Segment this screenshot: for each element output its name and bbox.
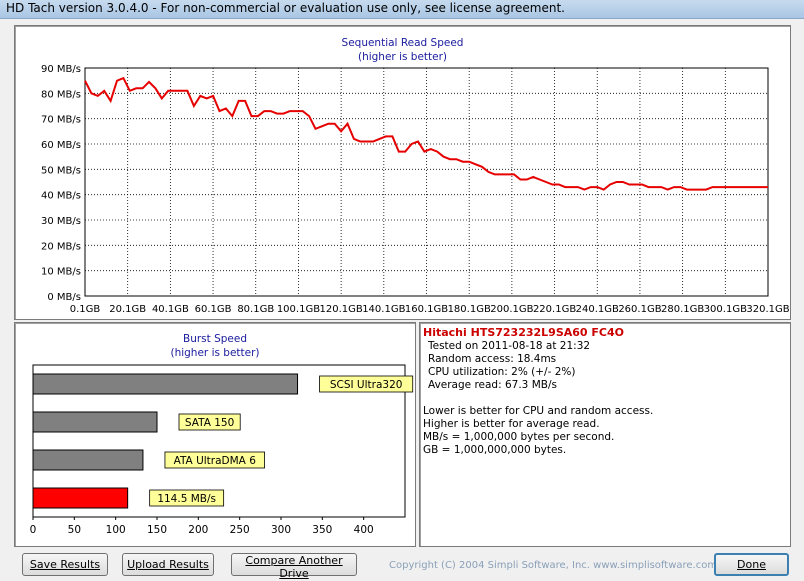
bar-label-box — [149, 489, 225, 507]
bar-label: 114.5 MB/s — [157, 493, 216, 505]
note-line: Lower is better for CPU and random acces… — [423, 405, 654, 417]
x-tick-label: 160.1GB — [405, 304, 448, 315]
x-tick-label: 240.1GB — [576, 304, 619, 315]
burst-tick-label: 300 — [271, 524, 291, 536]
random-access: Random access: 18.4ms — [428, 353, 557, 365]
x-tick-label: 260.1GB — [618, 304, 661, 315]
done-label: Done — [737, 558, 766, 571]
x-tick-label: 0.1GB — [70, 304, 101, 315]
burst-speed-chart: 0 50 100 150 200 250 300 350 400 SCSI Ultra320 SAT… — [30, 364, 414, 536]
y-tick-label: 60 MB/s — [41, 140, 81, 151]
x-tick-label: 40.1GB — [152, 304, 189, 315]
y-tick-label: 40 MB/s — [41, 191, 81, 202]
y-tick-label: 10 MB/s — [41, 267, 81, 278]
done-button[interactable]: Done — [714, 553, 789, 576]
burst-tick-label: 150 — [147, 524, 167, 536]
burst-bar — [32, 411, 158, 433]
x-tick-label: 280.1GB — [661, 304, 704, 315]
burst-chart-title: Burst Speed — [182, 333, 247, 345]
burst-tick-label: 100 — [106, 524, 126, 536]
x-tick-label: 200.1GB — [490, 304, 533, 315]
burst-tick-label: 250 — [230, 524, 250, 536]
burst-tick-label: 400 — [354, 524, 374, 536]
bar-label-box — [319, 375, 414, 393]
sequential-chart-subtitle: (higher is better) — [357, 51, 448, 63]
bar-label: SATA 150 — [185, 417, 234, 429]
cpu-utilization: CPU utilization: 2% (+/- 2%) — [428, 366, 576, 378]
y-tick-label: 70 MB/s — [41, 115, 81, 126]
bar-label: SCSI Ultra320 — [330, 379, 403, 391]
x-tick-label: 20.1GB — [109, 304, 146, 315]
bar-label-box — [164, 451, 265, 469]
burst-tick-label: 350 — [312, 524, 332, 536]
save-results-button[interactable]: Save Results — [22, 553, 108, 576]
bar-label: ATA UltraDMA 6 — [174, 455, 257, 467]
x-tick-label: 220.1GB — [533, 304, 576, 315]
upload-results-label: Upload Results — [127, 558, 209, 571]
drive-info-panel: Hitachi HTS723232L9SA60 FC4O Tested on 2… — [419, 322, 791, 547]
sequential-read-panel: Sequential Read Speed (higher is better)… — [14, 25, 791, 320]
y-tick-label: 30 MB/s — [41, 216, 81, 227]
sequential-chart-title: Sequential Read Speed — [341, 37, 464, 49]
x-tick-label: 140.1GB — [362, 304, 405, 315]
burst-chart-subtitle: (higher is better) — [170, 347, 260, 359]
burst-tick-label: 50 — [68, 524, 81, 536]
x-tick-label: 120.1GB — [320, 304, 363, 315]
save-results-label: Save Results — [29, 558, 101, 571]
note-line: MB/s = 1,000,000 bytes per second. — [423, 431, 615, 443]
x-tick-label: 320.1GB — [746, 304, 789, 315]
bar-label-box — [178, 413, 241, 431]
burst-bar — [32, 449, 144, 471]
x-tick-label: 300.1GB — [704, 304, 747, 315]
y-tick-label: 50 MB/s — [41, 165, 81, 176]
y-tick-label: 80 MB/s — [41, 89, 81, 100]
copyright-notice: Copyright (C) 2004 Simpli Software, Inc.… — [389, 560, 718, 571]
window-title: HD Tach version 3.0.4.0 - For non-commer… — [6, 1, 565, 15]
burst-tick-label: 200 — [188, 524, 208, 536]
read-speed-line — [84, 76, 768, 191]
x-tick-label: 60.1GB — [195, 304, 232, 315]
x-tick-label: 100.1GB — [277, 304, 320, 315]
window-title-bar: HD Tach version 3.0.4.0 - For non-commer… — [0, 0, 804, 19]
burst-bar — [32, 487, 129, 509]
note-line: Higher is better for average read. — [423, 418, 600, 430]
compare-another-drive-button[interactable]: Compare Another Drive — [231, 553, 357, 580]
x-tick-label: 180.1GB — [448, 304, 491, 315]
burst-bar — [32, 373, 299, 395]
upload-results-button[interactable]: Upload Results — [122, 553, 214, 576]
y-tick-label: 0 MB/s — [47, 292, 81, 303]
x-tick-label: 80.1GB — [237, 304, 274, 315]
average-read: Average read: 67.3 MB/s — [428, 379, 557, 391]
tested-date: Tested on 2011-08-18 at 21:32 — [428, 340, 591, 352]
note-line: GB = 1,000,000,000 bytes. — [423, 444, 567, 456]
drive-name: Hitachi HTS723232L9SA60 FC4O — [423, 326, 624, 339]
y-tick-label: 90 MB/s — [41, 64, 81, 75]
compare-another-drive-label: Compare Another Drive — [245, 554, 343, 580]
burst-tick-label: 0 — [30, 524, 37, 536]
y-tick-label: 20 MB/s — [41, 241, 81, 252]
sequential-read-chart: 0 MB/s 10 MB/s 20 MB/s 30 MB/s 40 MB/s 50 MB/… — [41, 64, 790, 315]
burst-speed-panel: Burst Speed (higher is better) 0 50 100 150… — [14, 322, 416, 547]
